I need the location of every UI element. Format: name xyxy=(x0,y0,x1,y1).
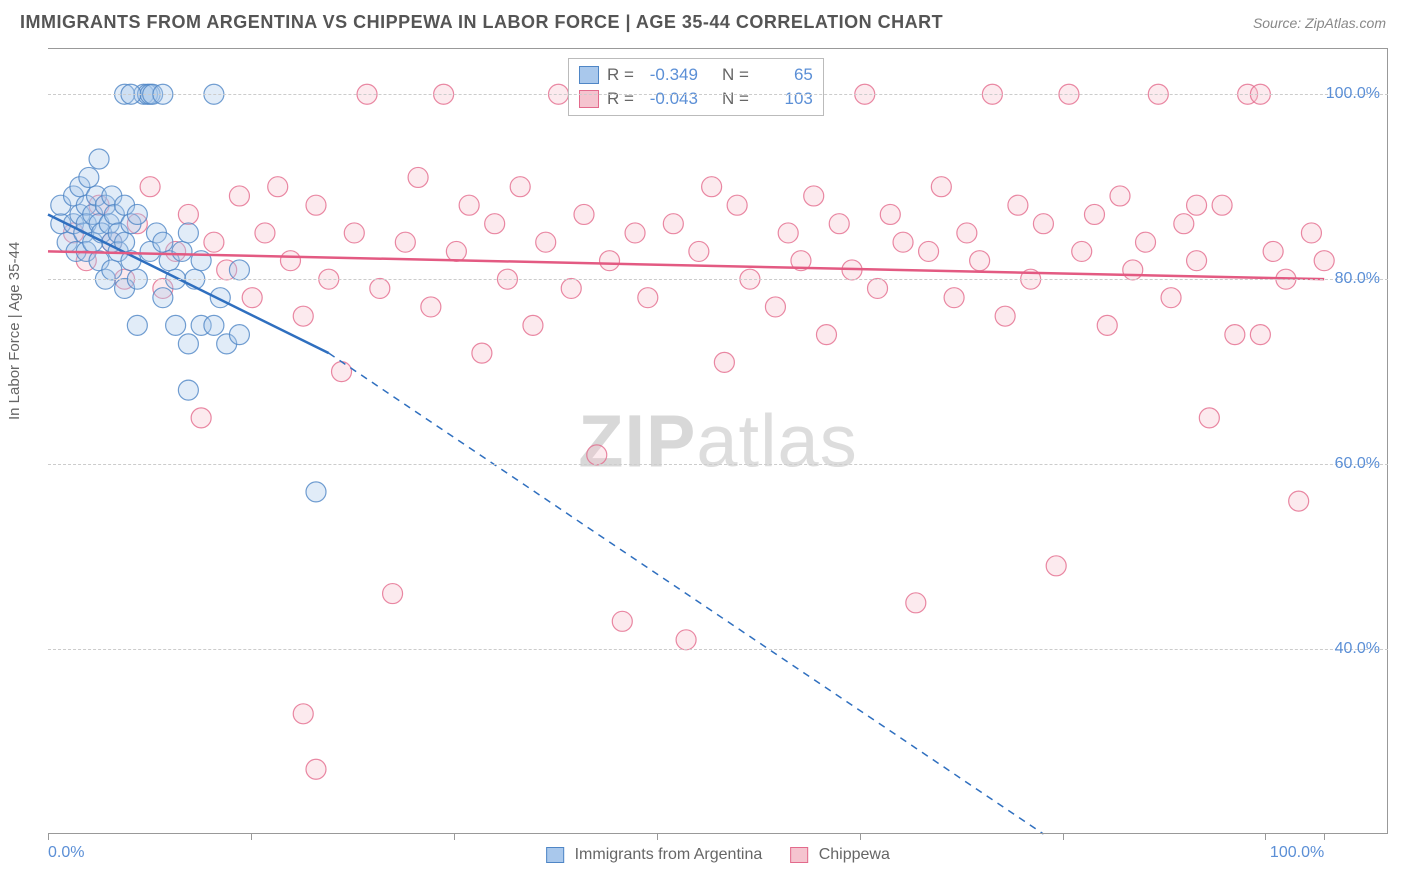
title-bar: IMMIGRANTS FROM ARGENTINA VS CHIPPEWA IN… xyxy=(0,0,1406,41)
x-tick xyxy=(1063,834,1064,840)
x-tick xyxy=(251,834,252,840)
legend-swatch-1 xyxy=(546,847,564,863)
n-label: N = xyxy=(722,89,749,109)
plot-svg xyxy=(48,48,1388,834)
x-tick xyxy=(1265,834,1266,840)
x-tick xyxy=(1324,834,1325,840)
legend-label-1: Immigrants from Argentina xyxy=(575,846,763,863)
x-tick xyxy=(657,834,658,840)
correlation-box: R = -0.349 N = 65 R = -0.043 N = 103 xyxy=(568,58,824,116)
y-tick-label: 40.0% xyxy=(1335,640,1380,658)
chart-title: IMMIGRANTS FROM ARGENTINA VS CHIPPEWA IN… xyxy=(20,12,943,33)
legend-swatch-2 xyxy=(790,847,808,863)
y-tick-label: 80.0% xyxy=(1335,270,1380,288)
n-label: N = xyxy=(722,65,749,85)
source-label: Source: ZipAtlas.com xyxy=(1253,15,1386,31)
gridline-h xyxy=(48,94,1388,95)
r-value-1: -0.349 xyxy=(642,65,698,85)
x-tick xyxy=(860,834,861,840)
x-tick xyxy=(48,834,49,840)
y-tick-label: 60.0% xyxy=(1335,455,1380,473)
x-axis-line xyxy=(48,833,1388,834)
swatch-series-2 xyxy=(579,90,599,108)
plot-area: ZIPatlas R = -0.349 N = 65 R = -0.043 N … xyxy=(48,48,1388,834)
r-row-series-1: R = -0.349 N = 65 xyxy=(579,63,813,87)
r-label: R = xyxy=(607,89,634,109)
r-value-2: -0.043 xyxy=(642,89,698,109)
legend-bottom: Immigrants from Argentina Chippewa xyxy=(546,846,890,864)
r-label: R = xyxy=(607,65,634,85)
legend-item-2: Chippewa xyxy=(790,846,890,864)
y-tick-label: 100.0% xyxy=(1326,85,1380,103)
n-value-1: 65 xyxy=(757,65,813,85)
n-value-2: 103 xyxy=(757,89,813,109)
x-tick-label: 0.0% xyxy=(48,844,84,862)
gridline-h xyxy=(48,464,1388,465)
x-tick xyxy=(454,834,455,840)
r-row-series-2: R = -0.043 N = 103 xyxy=(579,87,813,111)
x-tick-label: 100.0% xyxy=(1270,844,1324,862)
legend-item-1: Immigrants from Argentina xyxy=(546,846,762,864)
swatch-series-1 xyxy=(579,66,599,84)
legend-label-2: Chippewa xyxy=(819,846,890,863)
y-axis-label: In Labor Force | Age 35-44 xyxy=(6,242,23,420)
gridline-h xyxy=(48,279,1388,280)
gridline-h xyxy=(48,649,1388,650)
